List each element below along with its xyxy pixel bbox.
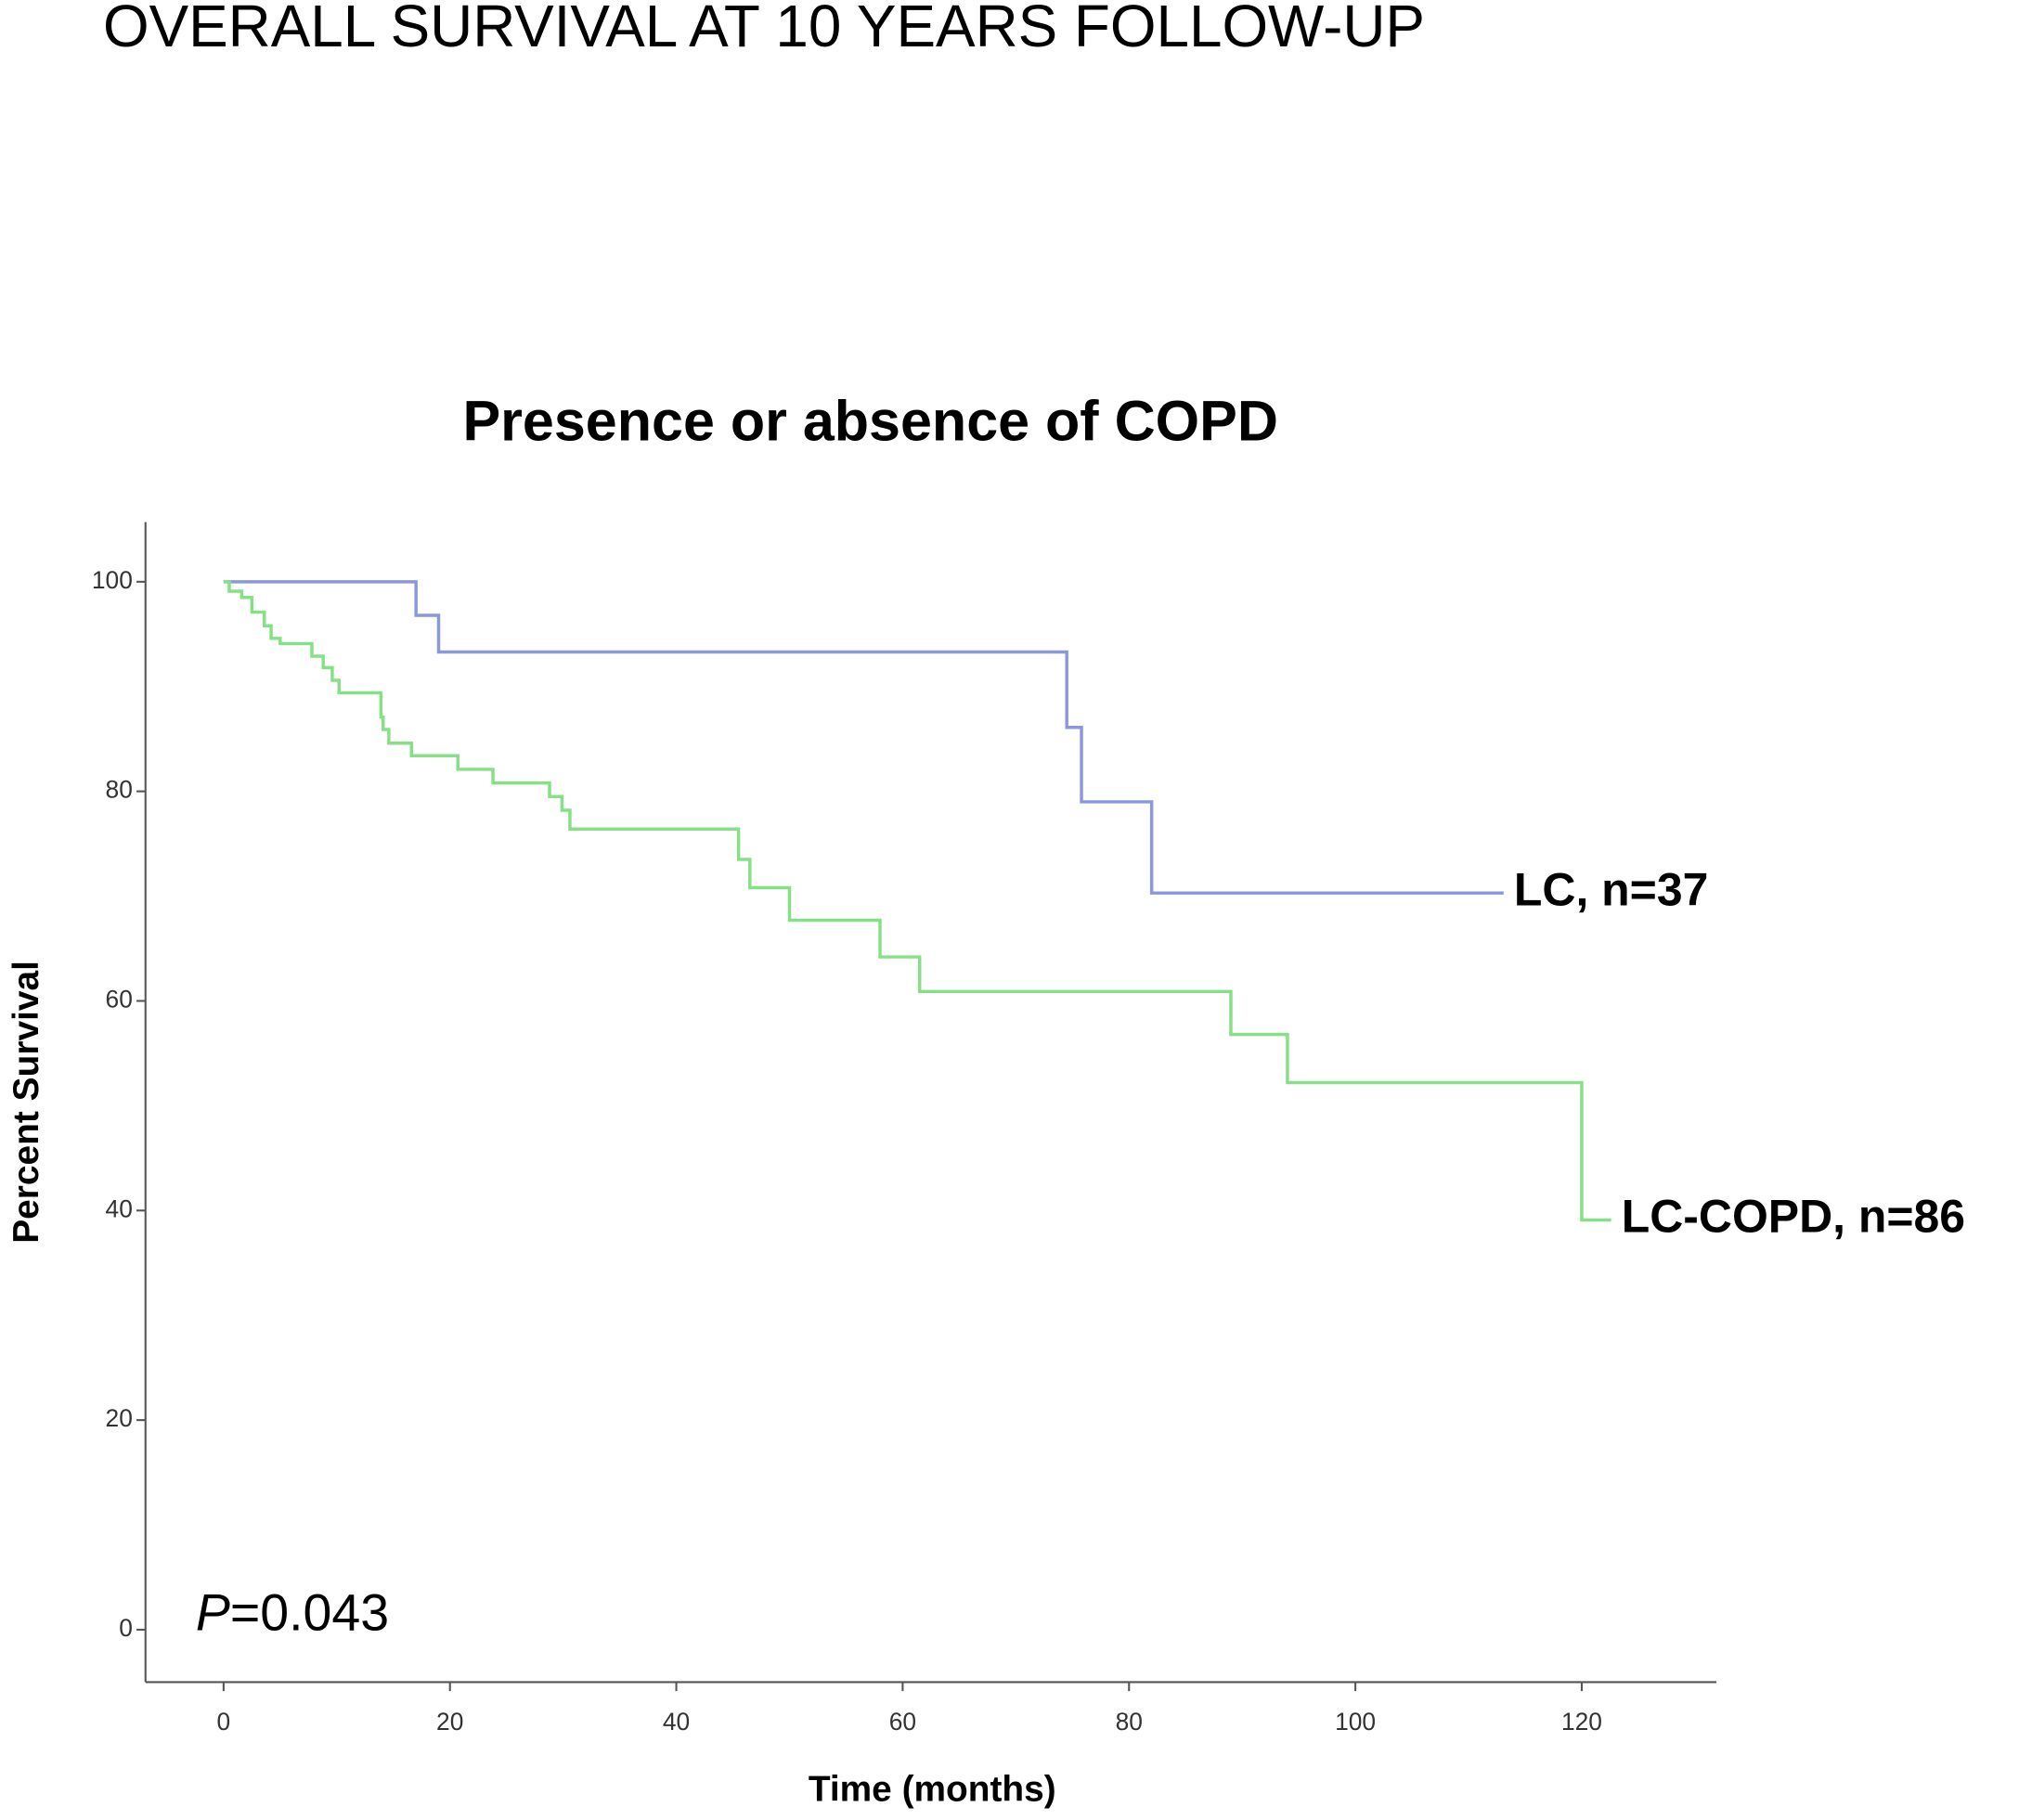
x-tick-label: 40 <box>663 1708 690 1736</box>
y-tick-label: 80 <box>106 776 133 804</box>
x-tick-label: 20 <box>436 1708 463 1736</box>
y-axis-label: Percent Survival <box>6 961 46 1244</box>
chart-title: Presence or absence of COPD <box>462 389 1277 452</box>
p-symbol: P <box>196 1583 230 1641</box>
x-tick-label: 80 <box>1116 1708 1143 1736</box>
y-tick-label: 0 <box>119 1614 133 1642</box>
x-tick-label: 120 <box>1561 1708 1602 1736</box>
survival-curve <box>223 580 1611 1222</box>
x-tick-label: 0 <box>217 1708 231 1736</box>
x-tick-label: 60 <box>889 1708 916 1736</box>
p-value: P=0.043 <box>196 1583 389 1641</box>
p-text: =0.043 <box>230 1583 389 1641</box>
x-tick-label: 100 <box>1335 1708 1376 1736</box>
series-label: LC-COPD, n=86 <box>1622 1191 1965 1243</box>
survival-curve <box>223 580 1504 895</box>
y-tick-label: 60 <box>106 985 133 1013</box>
y-tick-label: 100 <box>92 566 133 594</box>
y-tick-label: 20 <box>106 1404 133 1432</box>
page-title: OVERALL SURVIVAL AT 10 YEARS FOLLOW-UP <box>103 0 1425 59</box>
y-tick-label: 40 <box>106 1194 133 1222</box>
x-axis-label: Time (months) <box>809 1770 1056 1810</box>
series-label: LC, n=37 <box>1514 863 1708 915</box>
